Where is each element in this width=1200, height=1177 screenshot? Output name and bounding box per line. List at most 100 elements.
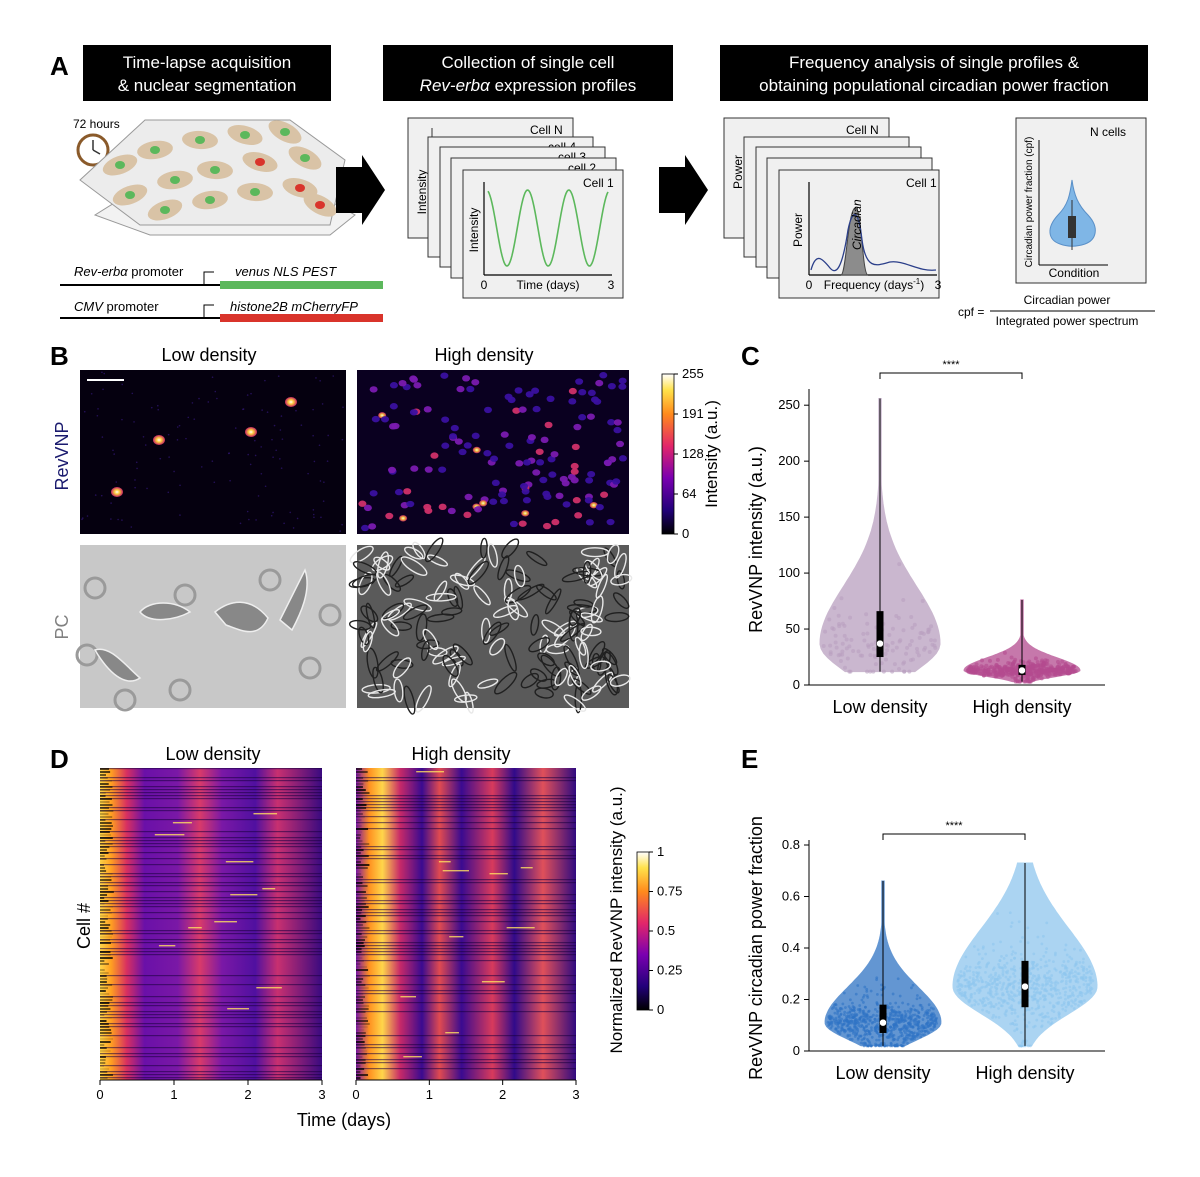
data-point [912, 622, 917, 627]
data-point [1049, 984, 1053, 988]
data-point [848, 615, 853, 620]
data-point [1005, 954, 1008, 958]
data-point [974, 670, 979, 675]
data-point [862, 638, 867, 643]
data-point [1032, 675, 1037, 680]
noise-dot [341, 523, 343, 526]
data-point [962, 971, 966, 975]
data-point [921, 1026, 925, 1029]
heatmap-row [100, 933, 322, 935]
heatmap-edge [356, 1008, 369, 1010]
data-point [1080, 994, 1084, 998]
noise-dot [214, 390, 217, 393]
data-point [1088, 978, 1092, 982]
cell-outline [452, 643, 473, 666]
cell-outline [574, 636, 587, 656]
data-point [909, 615, 914, 620]
data-point [997, 1001, 1001, 1005]
data-point [1031, 966, 1035, 970]
data-point [1036, 935, 1040, 939]
cell-outline [367, 688, 396, 699]
nucleus [462, 375, 471, 382]
data-point [1084, 979, 1088, 983]
data-point [978, 988, 982, 992]
data-point [1042, 954, 1046, 958]
nucleus [595, 503, 604, 511]
data-point [968, 987, 971, 991]
cell-outline [365, 602, 376, 629]
heatmap-edge [356, 876, 364, 878]
y-tick-label: 100 [778, 565, 800, 580]
nucleus [527, 434, 536, 441]
nucleus [368, 523, 377, 530]
noise-dot [97, 408, 99, 410]
nucleus [406, 500, 415, 508]
data-point [1000, 955, 1003, 958]
construct1-gene: venus NLS PEST [235, 264, 337, 279]
nucleus [111, 487, 123, 497]
nucleus [381, 416, 390, 423]
data-point [902, 669, 907, 674]
data-point [978, 966, 982, 969]
cell-outline [372, 666, 384, 694]
heatmap-edge [100, 1065, 105, 1067]
data-point [860, 998, 864, 1002]
nucleus [606, 518, 615, 526]
data-point [928, 1008, 931, 1012]
nucleus [547, 455, 556, 463]
noise-dot [255, 519, 257, 521]
data-point [1046, 982, 1049, 986]
data-point [1034, 1007, 1038, 1011]
data-point [1040, 669, 1045, 674]
heatmap-edge [100, 939, 111, 941]
heatmap-row [356, 975, 576, 977]
heatmap-edge [356, 849, 364, 851]
data-point [988, 992, 992, 996]
nucleus [589, 501, 598, 509]
cell-nucleus [195, 136, 205, 144]
heatmap-row [356, 993, 576, 995]
intensity-x-min: 0 [481, 278, 488, 292]
data-point [1000, 1004, 1004, 1008]
data-point [897, 666, 902, 671]
data-point [892, 662, 897, 667]
data-point [885, 1044, 889, 1048]
data-point [846, 1014, 850, 1018]
data-point [1053, 986, 1057, 990]
debris [83, 576, 107, 600]
heatmap-row [100, 1026, 322, 1028]
data-point [1082, 999, 1086, 1003]
heatmap-row [356, 807, 576, 809]
data-point [906, 1024, 910, 1028]
heatmap-edge [100, 1038, 114, 1040]
data-point [839, 1013, 843, 1017]
cell-nucleus [300, 154, 310, 162]
data-point [1019, 966, 1023, 970]
data-point [1032, 952, 1036, 956]
significance-label: **** [942, 359, 960, 371]
data-point [927, 1014, 931, 1018]
noise-dot [312, 434, 314, 437]
data-point [1010, 1004, 1014, 1008]
data-point [829, 1026, 833, 1030]
data-point [875, 1038, 878, 1042]
heatmap-edge [100, 1077, 108, 1079]
heatmap-edge [356, 885, 368, 887]
data-point [982, 668, 987, 673]
heatmap-edge [100, 906, 113, 908]
data-point [1068, 955, 1072, 959]
data-point [995, 977, 999, 981]
data-point [1080, 991, 1084, 995]
data-point [856, 984, 860, 987]
data-point [1015, 994, 1018, 998]
nucleus [441, 416, 450, 423]
data-point [1036, 666, 1041, 671]
heatmap-edge [356, 975, 370, 977]
data-point [867, 1022, 870, 1026]
heatmap-row [100, 951, 322, 953]
data-point [1077, 1004, 1080, 1007]
panel-label-a: A [50, 51, 69, 81]
heatmap-edge [100, 951, 111, 953]
